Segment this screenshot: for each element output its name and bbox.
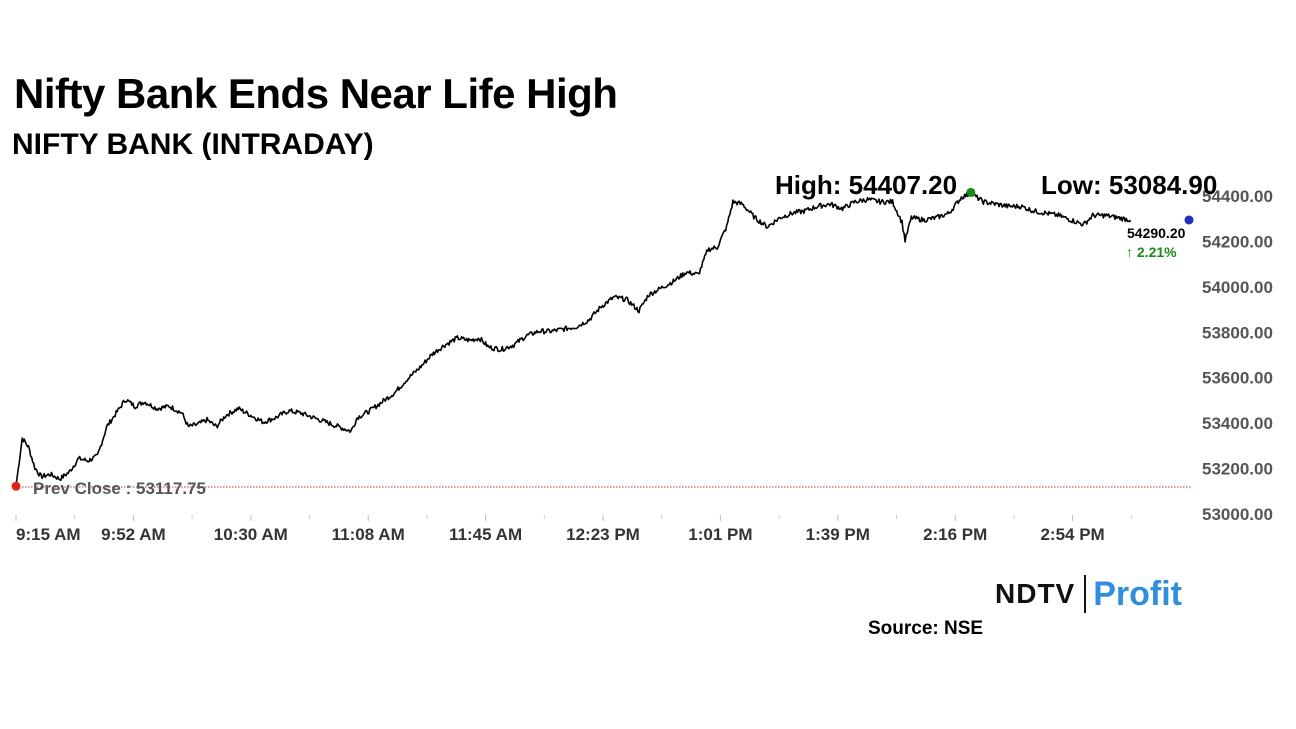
y-tick-label: 53600.00 bbox=[1202, 369, 1273, 388]
last-price-dot bbox=[1184, 215, 1194, 225]
x-tick-label: 10:30 AM bbox=[214, 525, 288, 544]
price-line bbox=[15, 192, 1132, 487]
y-tick-label: 53200.00 bbox=[1202, 460, 1273, 479]
prev-close-label: Prev Close : 53117.75 bbox=[33, 479, 206, 498]
x-tick-label: 9:52 AM bbox=[101, 525, 166, 544]
x-tick-label: 11:08 AM bbox=[332, 525, 405, 544]
headline: Nifty Bank Ends Near Life High bbox=[14, 70, 618, 117]
source-note: Source: NSE bbox=[868, 618, 984, 639]
x-tick-label: 2:16 PM bbox=[923, 525, 987, 544]
x-tick-label: 1:39 PM bbox=[806, 525, 870, 544]
y-tick-label: 53800.00 bbox=[1202, 323, 1273, 342]
logo-profit: Profit bbox=[1093, 574, 1183, 613]
change-label: ↑ 2.21% bbox=[1126, 244, 1177, 260]
y-tick-label: 53400.00 bbox=[1202, 414, 1273, 433]
x-tick-label: 9:15 AM bbox=[16, 525, 81, 544]
x-tick-label: 11:45 AM bbox=[449, 525, 522, 544]
low-label: Low: 53084.90 bbox=[1041, 170, 1217, 200]
y-tick-label: 53000.00 bbox=[1202, 505, 1273, 524]
logo-ndtv: NDTV bbox=[995, 578, 1076, 609]
y-tick-label: 54200.00 bbox=[1202, 232, 1273, 251]
high-label: High: 54407.20 bbox=[775, 170, 957, 200]
axis-layer: 53000.00 53200.00 53400.00 53600.00 53800.00… bbox=[15, 187, 1273, 544]
ndtv-profit-logo: NDTV Profit bbox=[995, 574, 1182, 614]
y-tick-label: 54400.00 bbox=[1202, 187, 1273, 206]
prev-close-dot bbox=[11, 481, 21, 491]
y-tick-label: 54000.00 bbox=[1202, 278, 1273, 297]
day-high-dot bbox=[966, 187, 976, 197]
x-tick-label: 12:23 PM bbox=[566, 525, 640, 544]
chart-title: NIFTY BANK (INTRADAY) bbox=[12, 128, 374, 161]
logo-divider bbox=[1084, 575, 1087, 613]
last-value-label: 54290.20 bbox=[1127, 225, 1186, 241]
x-tick-label: 2:54 PM bbox=[1040, 525, 1104, 544]
x-tick-label: 1:01 PM bbox=[688, 525, 752, 544]
